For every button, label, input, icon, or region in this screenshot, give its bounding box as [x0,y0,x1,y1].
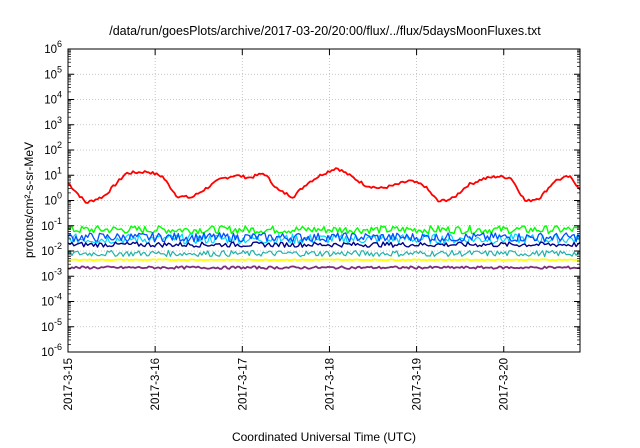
x-tick-label: 2017-3-16 [150,358,162,410]
y-tick-label: 10-3 [41,266,62,283]
series-lines [67,167,581,270]
y-tick-label: 102 [44,140,62,157]
x-tick-label: 2017-3-17 [237,358,249,410]
x-tick-label: 2017-3-15 [63,358,75,410]
series-line [67,167,581,204]
x-tick-label: 2017-3-18 [324,358,336,410]
y-tick-label: 10-6 [41,342,62,359]
series-line [67,224,581,235]
y-tick-label: 100 [44,191,62,208]
y-axis: 10-6 10-5 10-4 10-3 10-2 10-1 100 101 102 103 104 1… [41,39,580,359]
x-axis: 2017-3-15 2017-3-16 2017-3-17 2017-3-18 2017… [63,49,511,410]
y-axis-label: protons/cm²-s-sr-MeV [22,142,36,258]
y-tick-label: 10-4 [41,292,62,309]
x-axis-label: Coordinated Universal Time (UTC) [232,430,416,444]
y-tick-label: 105 [44,64,62,81]
series-line [67,249,581,258]
y-tick-label: 101 [44,165,62,182]
y-tick-label: 10-1 [41,216,62,233]
chart-title: /data/run/goesPlots/archive/2017-03-20/2… [109,24,541,38]
y-tick-label: 10-2 [41,241,62,258]
series-line [67,265,581,270]
series-line [67,233,581,245]
grid-lines [68,49,580,352]
y-tick-label: 104 [44,90,62,107]
x-tick-label: 2017-3-19 [412,358,424,410]
y-tick-label: 106 [44,39,62,56]
x-tick-label: 2017-3-20 [499,358,511,410]
y-tick-label: 103 [44,115,62,132]
y-tick-label: 10-5 [41,317,62,334]
series-line [67,241,581,248]
series-line [67,258,581,262]
series-line [67,232,581,243]
